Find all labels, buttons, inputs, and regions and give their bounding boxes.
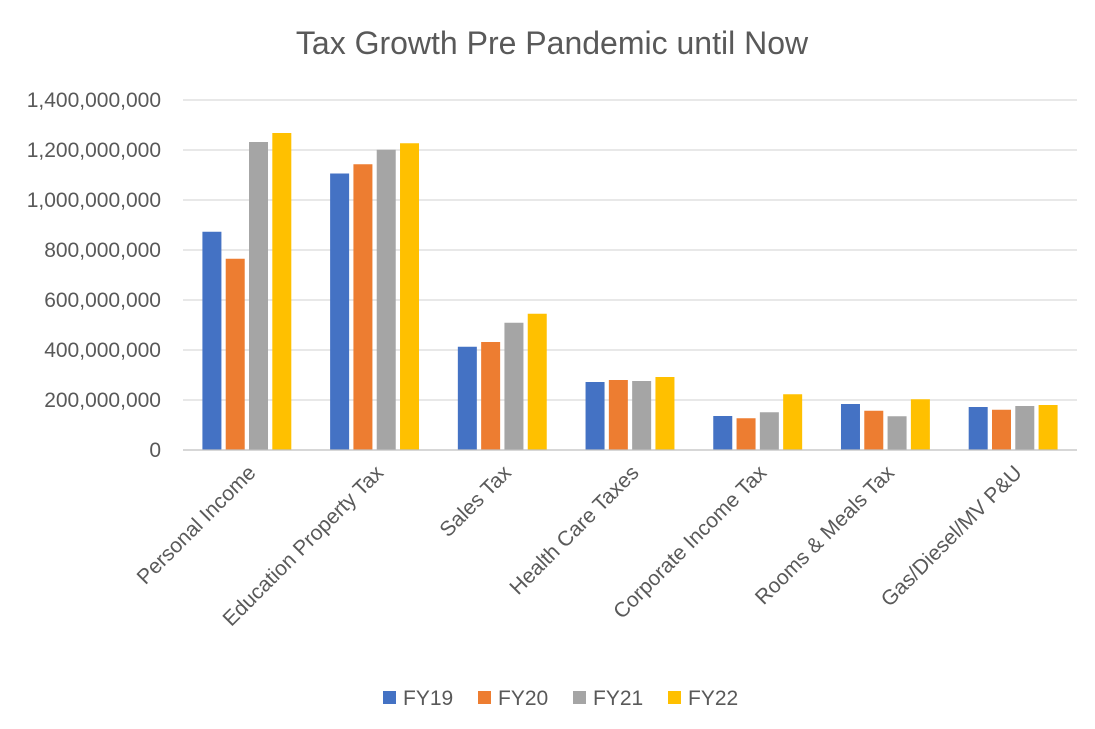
- bar-fy19-5: [840, 404, 860, 450]
- y-tick-label: 400,000,000: [44, 339, 161, 362]
- legend-item-fy21: FY21: [573, 687, 643, 710]
- y-tick-label: 200,000,000: [44, 389, 161, 412]
- x-category-label: Health Care Taxes: [505, 461, 643, 599]
- bar-fy22-5: [910, 399, 930, 450]
- bar-fy20-2: [481, 342, 501, 450]
- bar-fy22-3: [655, 377, 675, 450]
- bar-fy22-4: [783, 394, 803, 450]
- bar-fy19-3: [585, 382, 605, 450]
- legend-label: FY20: [498, 687, 548, 710]
- y-tick-label: 600,000,000: [44, 289, 161, 312]
- legend-item-fy22: FY22: [668, 687, 738, 710]
- bar-fy22-6: [1038, 405, 1058, 450]
- x-category-label: Gas/Diesel/MV P&U: [877, 461, 1027, 611]
- legend-swatch: [668, 691, 681, 704]
- bar-fy22-2: [527, 313, 547, 450]
- y-tick-label: 800,000,000: [44, 239, 161, 262]
- legend-item-fy19: FY19: [383, 687, 453, 710]
- bar-fy21-2: [504, 322, 524, 450]
- bar-fy20-4: [736, 418, 756, 450]
- legend-label: FY22: [688, 687, 738, 710]
- bar-fy21-1: [376, 149, 396, 450]
- bar-fy21-4: [759, 412, 779, 450]
- bar-fy20-6: [991, 409, 1011, 450]
- bar-fy19-1: [330, 173, 350, 450]
- legend: FY19 FY20 FY21 FY22: [383, 687, 738, 710]
- bar-fy19-4: [713, 416, 733, 450]
- x-category-label: Rooms & Meals Tax: [751, 461, 899, 609]
- y-tick-label: 1,400,000,000: [27, 89, 161, 112]
- bar-fy21-3: [632, 381, 652, 450]
- bars: [202, 133, 1058, 450]
- legend-label: FY19: [403, 687, 453, 710]
- y-tick-label: 1,000,000,000: [27, 189, 161, 212]
- bar-fy21-5: [887, 416, 907, 450]
- y-axis-tick-labels: 0 200,000,000 400,000,000 600,000,000 800,00…: [27, 89, 161, 462]
- y-tick-label: 1,200,000,000: [27, 139, 161, 162]
- bar-fy22-0: [272, 133, 292, 450]
- bar-fy21-0: [249, 142, 269, 450]
- bar-fy21-6: [1015, 406, 1035, 450]
- legend-swatch: [478, 691, 491, 704]
- bar-fy20-1: [353, 164, 373, 450]
- legend-swatch: [383, 691, 396, 704]
- bar-fy19-2: [457, 346, 477, 450]
- legend-swatch: [573, 691, 586, 704]
- bar-fy22-1: [400, 143, 420, 450]
- legend-item-fy20: FY20: [478, 687, 548, 710]
- y-tick-label: 0: [149, 439, 161, 462]
- bar-fy20-0: [225, 258, 245, 450]
- x-category-label: Sales Tax: [435, 461, 516, 542]
- bar-fy19-0: [202, 231, 222, 450]
- bar-fy20-3: [608, 380, 628, 450]
- bar-fy19-6: [968, 407, 988, 450]
- legend-label: FY21: [593, 687, 643, 710]
- x-category-label: Personal Income: [133, 461, 261, 589]
- chart-title: Tax Growth Pre Pandemic until Now: [296, 25, 809, 61]
- gridlines: [183, 99, 1077, 401]
- bar-fy20-5: [864, 410, 884, 450]
